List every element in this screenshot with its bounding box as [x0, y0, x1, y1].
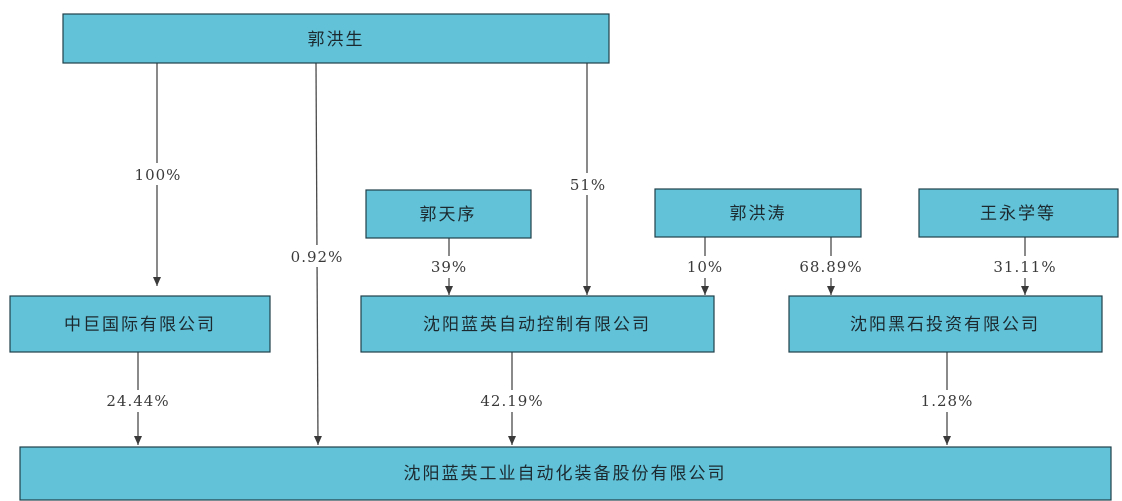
edge-label-autocontrol-to-industrial: 42.19%: [480, 392, 543, 410]
node-heishi-invest: 沈阳黑石投资有限公司: [788, 295, 1103, 353]
node-guo-tianxu: 郭天序: [365, 189, 532, 239]
edge-label-wang-to-heishi: 31.11%: [993, 258, 1056, 276]
edge-label-hongsheng-to-autocontrol: 51%: [570, 176, 606, 194]
node-zhongju-intl: 中巨国际有限公司: [9, 295, 271, 353]
edge-label-hongtao-to-autocontrol: 10%: [687, 258, 723, 276]
edges-layer: [134, 62, 1029, 446]
edge-label-hongtao-to-heishi: 68.89%: [799, 258, 862, 276]
node-label-lanying-industrial: 沈阳蓝英工业自动化装备股份有限公司: [404, 464, 727, 484]
edge-label-tianxu-to-autocontrol: 39%: [431, 258, 467, 276]
edge-label-hongsheng-to-industrial: 0.92%: [291, 248, 344, 266]
node-guo-hongtao: 郭洪涛: [654, 188, 862, 238]
node-label-guo-hongtao: 郭洪涛: [730, 204, 787, 224]
edge-label-heishi-to-industrial: 1.28%: [921, 392, 974, 410]
node-guo-hongsheng: 郭洪生: [62, 13, 610, 64]
edge-label-hongsheng-to-zhongju: 100%: [135, 166, 182, 184]
node-label-guo-tianxu: 郭天序: [420, 205, 477, 225]
node-label-guo-hongsheng: 郭洪生: [308, 30, 365, 50]
node-label-zhongju-intl: 中巨国际有限公司: [64, 315, 216, 335]
node-label-heishi-invest: 沈阳黑石投资有限公司: [850, 315, 1040, 335]
nodes-layer: 郭洪生 郭天序 郭洪涛 王永学等 中巨国际有限公司 沈阳蓝英自动控制有限公司 沈…: [9, 13, 1119, 501]
edge-labels-layer: 100% 0.92% 51% 39% 10% 68.89% 31.11% 24.…: [91, 163, 1072, 412]
edge-label-zhongju-to-industrial: 24.44%: [106, 392, 169, 410]
node-label-wang-yongxue: 王永学等: [980, 204, 1056, 224]
node-lanying-industrial: 沈阳蓝英工业自动化装备股份有限公司: [19, 446, 1112, 501]
node-lanying-auto-control: 沈阳蓝英自动控制有限公司: [360, 295, 715, 353]
node-wang-yongxue: 王永学等: [918, 188, 1119, 238]
node-label-lanying-auto-control: 沈阳蓝英自动控制有限公司: [423, 315, 651, 335]
